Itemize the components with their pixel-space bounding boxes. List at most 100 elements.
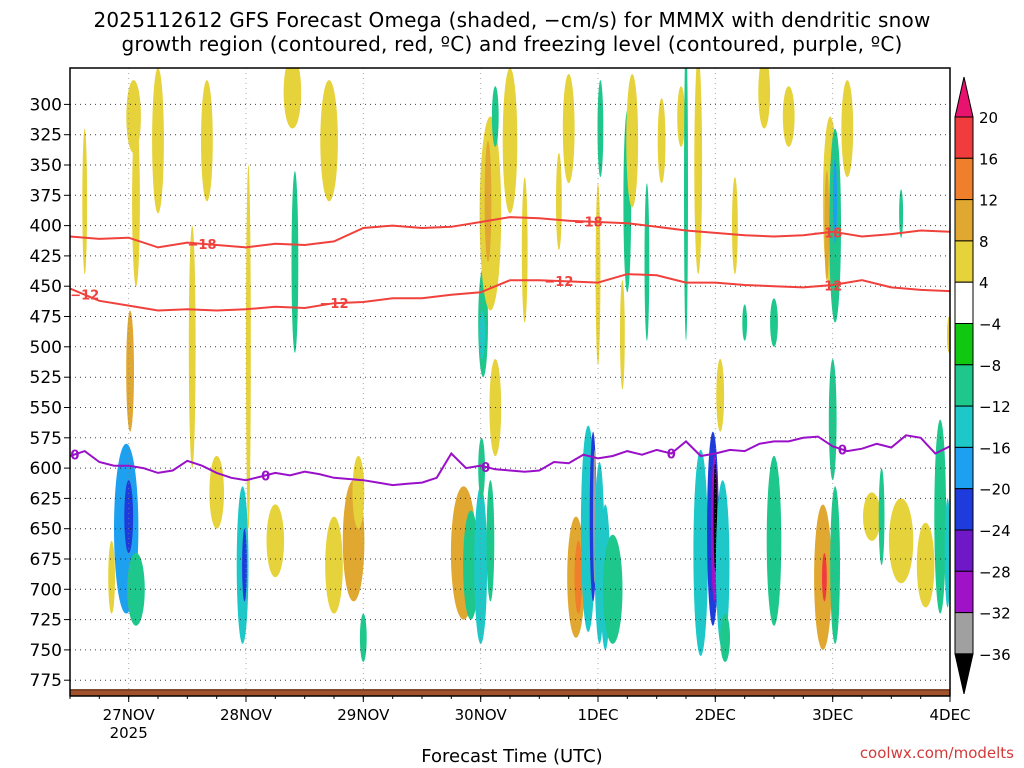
omega-cell xyxy=(677,86,685,147)
colorbar-label: 4 xyxy=(979,274,989,292)
freezing-level-label: 0 xyxy=(70,448,79,463)
colorbar-swatch xyxy=(954,446,974,490)
colorbar-label: 20 xyxy=(979,109,998,127)
omega-cell xyxy=(742,304,748,341)
colorbar-swatch-bottom xyxy=(954,653,974,695)
y-tick-label: 575 xyxy=(30,429,62,449)
x-tick-label: 29NOV xyxy=(337,706,390,724)
omega-cell xyxy=(352,455,365,529)
y-tick-label: 375 xyxy=(30,186,62,206)
colorbar-swatch-top xyxy=(954,76,974,118)
colorbar-swatch xyxy=(954,612,974,655)
y-tick-label: 775 xyxy=(30,671,62,691)
omega-cell xyxy=(841,80,854,178)
x-tick-label: 1DEC xyxy=(577,706,618,724)
omega-cell xyxy=(474,486,488,644)
omega-cell xyxy=(944,498,950,608)
omega-cell xyxy=(359,613,367,662)
omega-cell xyxy=(684,68,688,341)
colorbar-label: −16 xyxy=(979,439,1011,457)
omega-cell xyxy=(657,98,666,184)
colorbar-label: −4 xyxy=(979,316,1001,334)
omega-cell xyxy=(479,310,485,359)
y-tick-label: 400 xyxy=(30,217,62,237)
y-tick-label: 300 xyxy=(30,95,62,115)
freezing-level-label: 0 xyxy=(261,469,270,484)
omega-cell xyxy=(644,183,650,341)
omega-cell xyxy=(124,480,134,553)
x-tick-label: 30NOV xyxy=(455,706,508,724)
omega-cell xyxy=(782,86,795,147)
colorbar-label: 12 xyxy=(979,192,998,210)
x-tick-label: 28NOV xyxy=(220,706,273,724)
colorbar-swatch xyxy=(954,323,974,366)
colorbar-swatch xyxy=(954,364,974,407)
colorbar-swatch xyxy=(954,157,974,201)
isotherm-minus12-label: −12 xyxy=(544,275,573,290)
colorbar-label: 8 xyxy=(979,233,989,251)
omega-cell xyxy=(484,140,492,262)
omega-cell xyxy=(758,68,771,129)
omega-cell xyxy=(82,128,88,275)
colorbar-swatch xyxy=(954,405,974,448)
y-tick-label: 450 xyxy=(30,277,62,297)
y-tick-label: 525 xyxy=(30,368,62,388)
colorbar-label: −24 xyxy=(979,522,1011,540)
y-tick-label: 700 xyxy=(30,580,62,600)
omega-cell xyxy=(320,80,338,202)
freezing-level-label: 0 xyxy=(481,461,490,476)
isotherm-minus12-label: −12 xyxy=(813,279,842,294)
isotherm-minus18-label: −18 xyxy=(813,226,842,241)
colorbar-label: −12 xyxy=(979,398,1011,416)
omega-cell xyxy=(693,449,708,656)
omega-cell xyxy=(732,177,738,275)
omega-cell xyxy=(766,455,782,626)
isotherm-minus18-label: −18 xyxy=(188,238,217,253)
isotherm-minus12-label: −12 xyxy=(320,297,349,312)
colorbar-swatch xyxy=(954,240,974,283)
colorbar-legend: 20 16 12 8 4 −4 −8 −12 −16 −20 −24 −28 −32 −36 xyxy=(954,76,1011,695)
ground-strip xyxy=(70,689,950,696)
omega-cell xyxy=(694,68,703,275)
x-tick-label: 27NOV xyxy=(103,706,156,724)
omega-cell xyxy=(188,225,196,468)
omega-cell xyxy=(899,189,904,238)
omega-cell xyxy=(266,504,285,578)
colorbar-swatch xyxy=(954,199,974,242)
omega-cell xyxy=(716,358,725,432)
omega-cell xyxy=(620,280,625,390)
omega-cell xyxy=(562,74,575,184)
y-tick-label: 600 xyxy=(30,459,62,479)
omega-cell xyxy=(521,177,528,323)
omega-cell xyxy=(242,528,247,602)
omega-cell xyxy=(602,534,623,644)
colorbar-swatch xyxy=(954,529,974,572)
y-tick-label: 325 xyxy=(30,126,62,146)
colorbar-label: −28 xyxy=(979,563,1011,581)
isotherm-minus18-line xyxy=(70,216,950,249)
omega-cell xyxy=(283,68,302,129)
omega-shading-layer xyxy=(82,68,950,662)
omega-cell xyxy=(626,74,639,208)
isotherm-minus18-label: −18 xyxy=(574,216,603,231)
contour-layer xyxy=(70,216,950,487)
isotherm-minus12-label: −12 xyxy=(70,289,99,304)
isotherm-minus12-line xyxy=(70,273,950,312)
omega-cell xyxy=(126,310,134,432)
y-tick-label: 550 xyxy=(30,399,62,419)
omega-cell xyxy=(833,159,838,244)
colorbar-swatch xyxy=(954,116,974,159)
chart-title-line1: 2025112612 GFS Forecast Omega (shaded, −… xyxy=(93,8,931,32)
omega-cell xyxy=(824,171,830,281)
freezing-level-label: 0 xyxy=(838,444,847,459)
omega-cell xyxy=(246,164,251,529)
gridlines xyxy=(70,68,951,696)
colorbar-label: 16 xyxy=(979,150,998,168)
omega-cell xyxy=(863,492,881,541)
y-tick-label: 650 xyxy=(30,520,62,540)
chart-title: 2025112612 GFS Forecast Omega (shaded, −… xyxy=(0,8,1024,56)
omega-cell xyxy=(715,480,730,650)
colorbar-swatch xyxy=(954,570,974,614)
